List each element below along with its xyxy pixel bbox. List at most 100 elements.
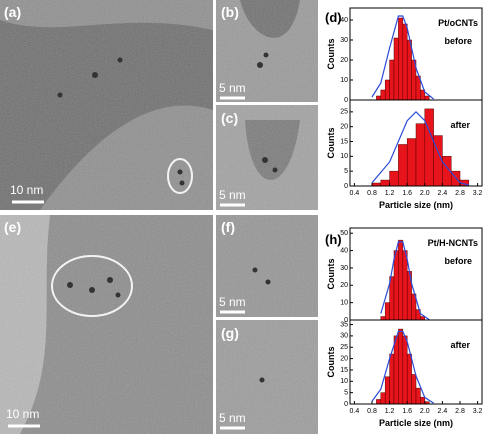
fit-curve xyxy=(380,241,430,321)
y-tick-label: 20 xyxy=(340,355,348,362)
y-tick-label: 30 xyxy=(340,265,348,272)
scale-label: 5 nm xyxy=(219,81,246,95)
bar xyxy=(402,335,408,405)
x-tick-label: 2.8 xyxy=(455,190,465,197)
grain xyxy=(0,0,318,434)
bar xyxy=(393,37,399,101)
panel-label: (f) xyxy=(221,219,235,235)
gutter xyxy=(216,317,318,320)
bar xyxy=(420,316,426,321)
y-tick-label: 15 xyxy=(340,138,348,145)
y-tick-label: 10 xyxy=(340,378,348,385)
panel-label: (d) xyxy=(325,10,342,25)
y-tick-label: 20 xyxy=(340,124,348,131)
x-tick-label: 0.8 xyxy=(367,190,377,197)
gutter xyxy=(0,210,318,215)
y-tick-label: 0 xyxy=(344,183,348,190)
bar xyxy=(389,170,399,187)
panel-label: (g) xyxy=(221,325,239,341)
particles xyxy=(57,52,278,383)
bar xyxy=(393,335,399,405)
scale-label: 10 nm xyxy=(10,183,43,197)
scale-label: 10 nm xyxy=(6,407,39,421)
y-tick-label: 25 xyxy=(340,344,348,351)
y-axis-label: Counts xyxy=(326,39,336,70)
bar xyxy=(415,123,426,187)
x-tick-label: 0.4 xyxy=(350,190,360,197)
x-tick-label: 2.8 xyxy=(455,408,465,415)
x-tick-label: 1.2 xyxy=(385,190,395,197)
y-tick-label: 5 xyxy=(344,168,348,175)
y-tick-label: 0 xyxy=(344,97,348,104)
x-tick-label: 3.2 xyxy=(473,190,483,197)
panel-label: (e) xyxy=(4,219,21,235)
bar xyxy=(380,316,386,321)
bar xyxy=(398,144,408,187)
bar xyxy=(376,399,382,405)
bar xyxy=(393,250,399,321)
y-tick-label: 5 xyxy=(344,389,348,396)
x-axis-label: Particle size (nm) xyxy=(379,418,453,428)
y-tick-label: 0 xyxy=(344,317,348,324)
bar xyxy=(402,23,408,101)
bar xyxy=(389,59,395,101)
y-tick-label: 30 xyxy=(340,37,348,44)
y-tick-label: 25 xyxy=(340,109,348,116)
bar xyxy=(380,179,390,187)
panel-label: (h) xyxy=(325,232,342,247)
x-tick-label: 1.2 xyxy=(385,408,395,415)
bar xyxy=(406,353,412,405)
annotation: after xyxy=(450,120,470,130)
x-axis-label: Particle size (nm) xyxy=(379,200,453,210)
gutter xyxy=(213,0,216,434)
bar xyxy=(384,376,390,405)
annotation: after xyxy=(450,340,470,350)
x-tick-label: 1.6 xyxy=(402,408,412,415)
bar xyxy=(406,138,417,187)
y-axis-label: Counts xyxy=(326,128,336,159)
panel-label: (b) xyxy=(221,4,239,20)
bar xyxy=(398,17,404,101)
bar xyxy=(424,95,430,101)
bar xyxy=(406,39,412,101)
y-tick-label: 20 xyxy=(340,57,348,64)
bar xyxy=(398,239,404,321)
plot-frame xyxy=(349,319,483,405)
bar xyxy=(411,374,417,405)
annotation: before xyxy=(444,36,472,46)
x-tick-label: 0.4 xyxy=(350,408,360,415)
bar xyxy=(384,302,390,321)
panel-label: (c) xyxy=(221,110,238,126)
gutter xyxy=(216,102,318,105)
bar xyxy=(398,328,404,405)
y-tick-label: 15 xyxy=(340,367,348,374)
bar xyxy=(415,387,421,405)
x-tick-label: 3.2 xyxy=(473,408,483,415)
panel-label: (a) xyxy=(4,4,21,20)
bar xyxy=(384,79,390,101)
y-tick-label: 40 xyxy=(340,17,348,24)
fit-curve xyxy=(371,15,434,100)
x-tick-label: 2.0 xyxy=(420,190,430,197)
bar xyxy=(402,250,408,321)
scale-label: 5 nm xyxy=(219,295,246,309)
scale-bars xyxy=(8,96,245,430)
y-tick-label: 50 xyxy=(340,230,348,237)
scale-label: 5 nm xyxy=(219,188,246,202)
plot-frame xyxy=(349,99,483,187)
x-tick-label: 2.0 xyxy=(420,408,430,415)
annotation: Pt/oCNTs xyxy=(438,18,478,28)
y-tick-label: 40 xyxy=(340,247,348,254)
x-tick-label: 0.8 xyxy=(367,408,377,415)
tem-images: (a) 10 nm (b) 5 nm (c) 5 nm (e) 10 nm (f… xyxy=(0,0,318,434)
fit-curve xyxy=(371,111,469,186)
annotation: Pt/H-NCNTs xyxy=(428,238,478,248)
bar xyxy=(380,89,386,101)
x-tick-label: 1.6 xyxy=(402,190,412,197)
y-tick-label: 10 xyxy=(340,299,348,306)
bar xyxy=(424,108,434,187)
y-tick-label: 0 xyxy=(344,401,348,408)
fit-curve xyxy=(371,330,434,404)
x-tick-label: 2.4 xyxy=(438,190,448,197)
